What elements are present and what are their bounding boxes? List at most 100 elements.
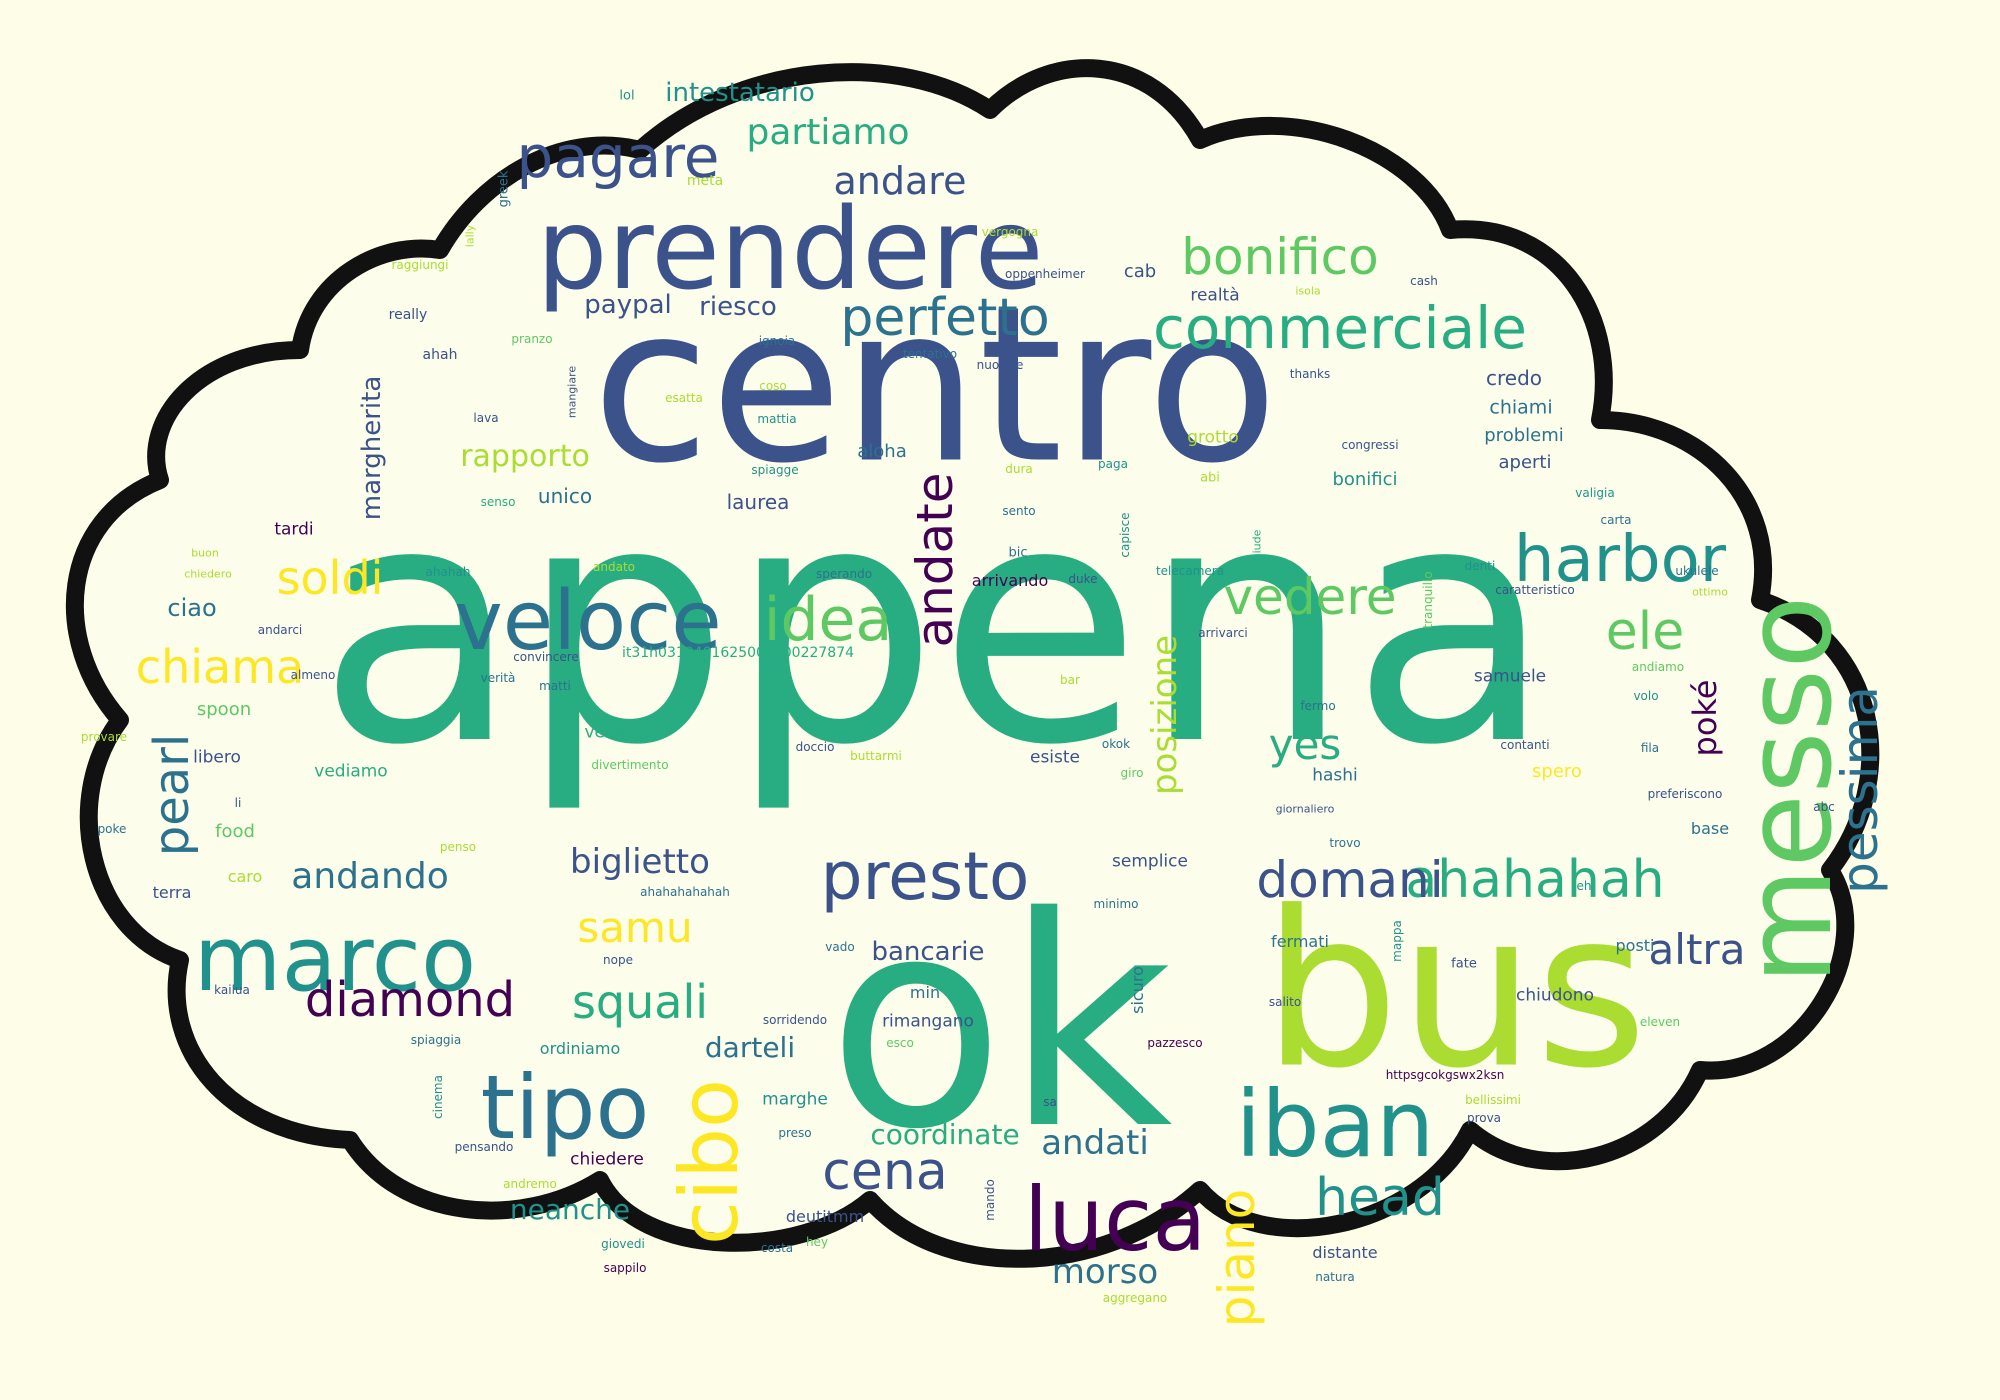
word-andate: andate — [906, 472, 964, 648]
word-coso: coso — [759, 379, 787, 393]
word-bonifico: bonifico — [1181, 228, 1379, 286]
word-bic: bic — [1008, 545, 1028, 561]
word-marco: marco — [193, 907, 477, 1012]
word-veloce: veloce — [454, 574, 722, 669]
word-eleven: eleven — [1639, 1015, 1681, 1029]
word-divertimento: divertimento — [591, 758, 669, 772]
word-neanche: neanche — [509, 1193, 631, 1226]
word-ahahah: ahahah — [425, 565, 471, 579]
word-vado: vado — [825, 940, 855, 954]
word-chiami: chiami — [1489, 396, 1553, 419]
word-andare: andare — [833, 159, 967, 203]
word-andiamo: andiamo — [1631, 660, 1685, 674]
word-cibo: cibo — [663, 1079, 756, 1245]
word-vediamo: vediamo — [314, 761, 388, 782]
word-mattia: mattia — [757, 412, 797, 426]
word-nuotare: nuotare — [976, 358, 1024, 372]
word-telecamera: telecamera — [1155, 564, 1225, 578]
word-caro: caro — [227, 867, 263, 886]
word-ottimo: ottimo — [1692, 585, 1728, 599]
word-sorridendo: sorridendo — [762, 1013, 828, 1027]
word-abi: abi — [1200, 470, 1220, 486]
word-diamond: diamond — [304, 972, 516, 1028]
word-ahah: ahah — [422, 347, 458, 363]
word-posti: posti — [1615, 936, 1655, 955]
word-oppenheimer: oppenheimer — [1005, 267, 1085, 281]
word-aloha: aloha — [857, 441, 907, 462]
word-giornaliero: giornaliero — [1275, 802, 1335, 816]
word-doccio: doccio — [795, 740, 835, 754]
word-yes: yes — [1268, 720, 1342, 769]
word-abc: abc — [1813, 800, 1835, 814]
word-poke: poke — [97, 822, 127, 836]
word-soldi: soldi — [276, 551, 384, 605]
word-congressi: congressi — [1341, 438, 1399, 452]
word-samu: samu — [577, 903, 693, 952]
word-buon: buon — [191, 546, 219, 560]
word-sa: sa — [1043, 1095, 1057, 1109]
word-andando: andando — [291, 856, 449, 897]
word-aggregano: aggregano — [1102, 1291, 1168, 1305]
word-idea: idea — [763, 585, 893, 655]
word-partiamo: partiamo — [746, 112, 910, 153]
word-cinema: cinema — [431, 1075, 445, 1119]
word-appena: appena — [317, 433, 1553, 817]
word-duke: duke — [1068, 572, 1098, 586]
word-hey: hey — [805, 1235, 829, 1249]
word-andarci: andarci — [257, 623, 303, 637]
word-cab: cab — [1123, 261, 1157, 282]
word-giovedi: giovedi — [601, 1237, 645, 1251]
word-andati: andati — [1041, 1123, 1149, 1163]
word-presto: presto — [820, 838, 1030, 915]
word-fermati: fermati — [1271, 932, 1329, 951]
word-marghe: marghe — [762, 1089, 828, 1110]
word-chiude: chiude — [1250, 529, 1264, 567]
word-mappa: mappa — [1390, 920, 1404, 962]
word-vergogna: vergogna — [981, 225, 1039, 239]
word-ok: ok — [827, 856, 1173, 1193]
word-problemi: problemi — [1484, 425, 1564, 446]
word-pazzesco: pazzesco — [1147, 1036, 1203, 1050]
word-andato: andato — [593, 560, 635, 574]
word-pagare: pagare — [516, 123, 720, 191]
word-trovo: trovo — [1329, 836, 1361, 850]
word-ahahahahahah: ahahahahahah — [640, 885, 730, 899]
word-head: head — [1315, 1168, 1445, 1228]
word-kailua: kailua — [214, 983, 250, 997]
word-esco: esco — [886, 1036, 914, 1050]
word-margherita: margherita — [357, 375, 387, 521]
word-dato: dato — [1005, 440, 1033, 454]
word-prova: prova — [1466, 1111, 1502, 1125]
word-terra: terra — [152, 883, 192, 902]
word-squali: squali — [571, 975, 709, 1029]
word-chiudono: chiudono — [1516, 985, 1594, 1006]
word-paga: paga — [1098, 457, 1128, 471]
word-rimangano: rimangano — [882, 1011, 974, 1032]
word-iban: iban — [1235, 1071, 1435, 1178]
word-luca: luca — [1023, 1168, 1207, 1271]
word-carta: carta — [1600, 513, 1632, 527]
word-nope: nope — [603, 953, 633, 967]
word-food: food — [215, 821, 255, 842]
word-verita: verità — [480, 671, 516, 685]
word-lol: lol — [619, 88, 635, 104]
word-mando: mando — [983, 1179, 997, 1221]
word-ciao: ciao — [167, 594, 217, 622]
word-sicuro: sicuro — [1128, 966, 1147, 1014]
word-contanti: contanti — [1500, 738, 1550, 752]
word-pensando: pensando — [454, 1140, 514, 1154]
word-cena: cena — [822, 1142, 948, 1202]
word-cash: cash — [1410, 274, 1438, 288]
word-eh: eh — [1576, 879, 1592, 893]
word-libero: libero — [193, 747, 241, 768]
word-iban-code: it31h0310401625000000227874 — [621, 645, 855, 661]
word-giro: giro — [1120, 766, 1144, 780]
word-bellissimi: bellissimi — [1465, 1093, 1521, 1107]
word-samuele: samuele — [1473, 666, 1547, 687]
word-volo: volo — [1633, 689, 1659, 703]
word-sappilo: sappilo — [603, 1261, 647, 1275]
word-tentativo: tentativo — [902, 347, 958, 361]
word-intestatario: intestatario — [665, 78, 815, 108]
